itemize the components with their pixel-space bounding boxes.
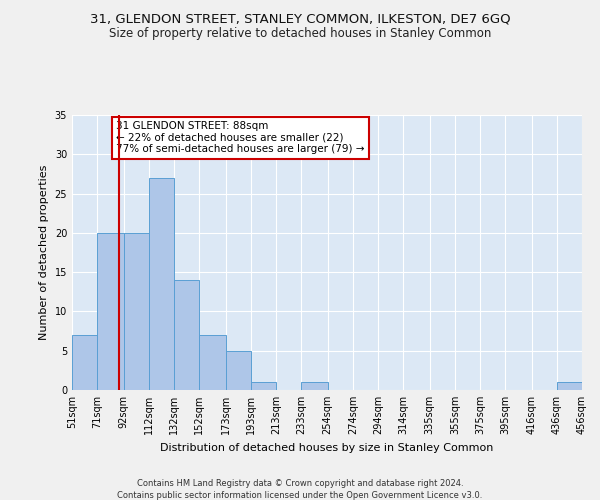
Bar [199, 335, 226, 390]
Text: Size of property relative to detached houses in Stanley Common: Size of property relative to detached ho… [109, 28, 491, 40]
Text: 31, GLENDON STREET, STANLEY COMMON, ILKESTON, DE7 6GQ: 31, GLENDON STREET, STANLEY COMMON, ILKE… [89, 12, 511, 26]
Text: Contains public sector information licensed under the Open Government Licence v3: Contains public sector information licen… [118, 491, 482, 500]
Bar [301, 382, 328, 390]
Bar [226, 350, 251, 390]
Bar [124, 233, 149, 390]
Bar [149, 178, 174, 390]
Bar [557, 382, 582, 390]
Text: 31 GLENDON STREET: 88sqm
← 22% of detached houses are smaller (22)
77% of semi-d: 31 GLENDON STREET: 88sqm ← 22% of detach… [116, 122, 365, 154]
Y-axis label: Number of detached properties: Number of detached properties [39, 165, 49, 340]
Text: Contains HM Land Registry data © Crown copyright and database right 2024.: Contains HM Land Registry data © Crown c… [137, 479, 463, 488]
Bar [72, 335, 97, 390]
X-axis label: Distribution of detached houses by size in Stanley Common: Distribution of detached houses by size … [160, 442, 494, 452]
Bar [174, 280, 199, 390]
Bar [251, 382, 276, 390]
Bar [97, 233, 124, 390]
